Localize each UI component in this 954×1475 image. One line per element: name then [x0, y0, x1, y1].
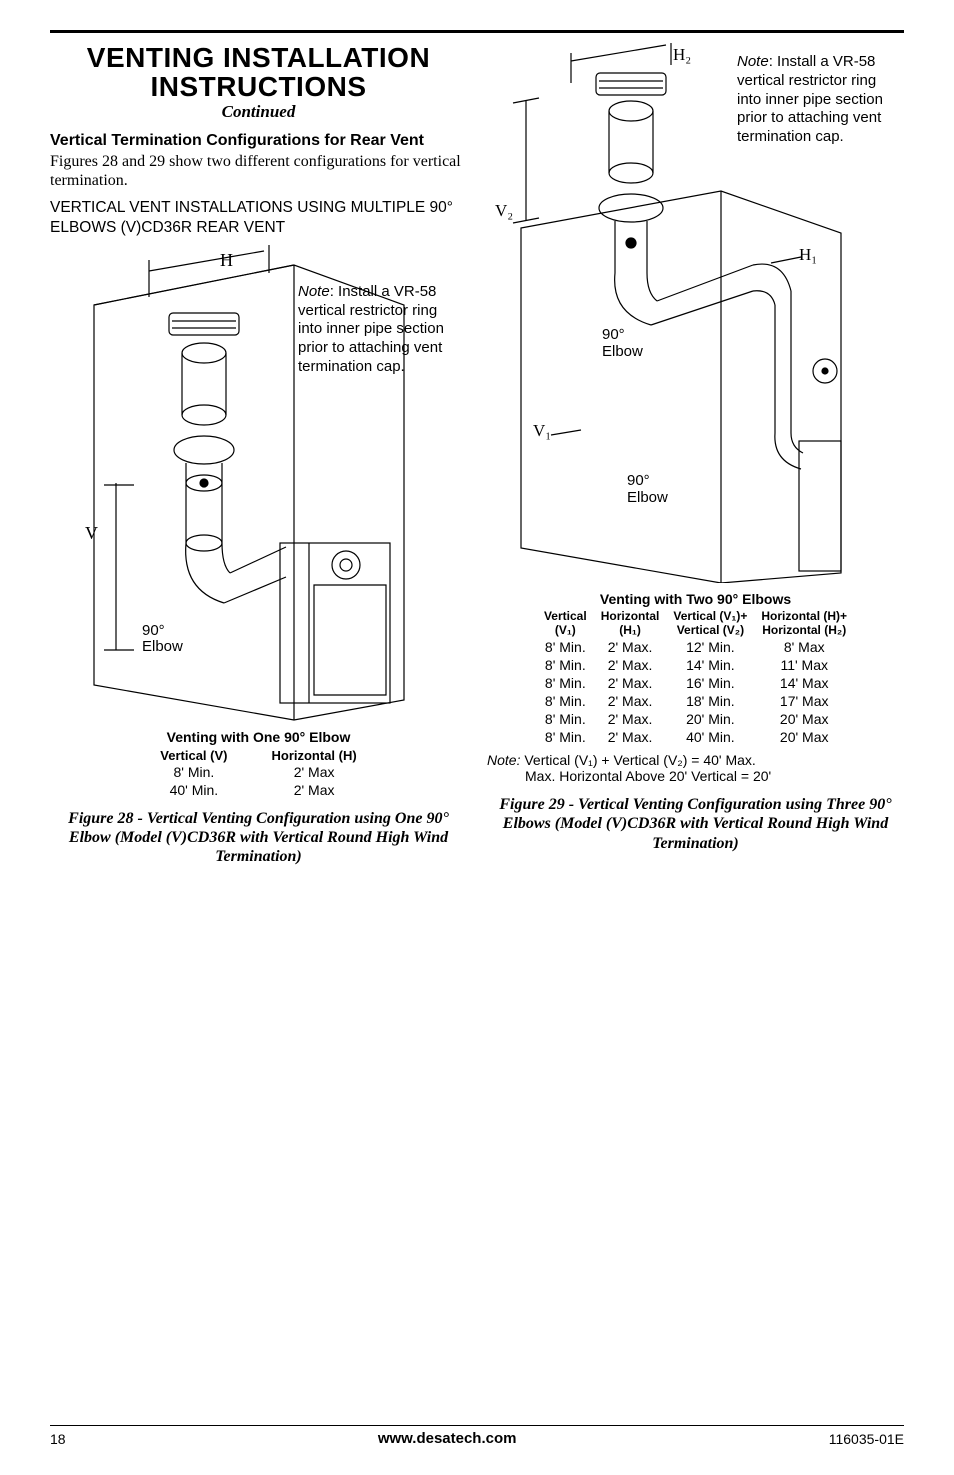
- col1: Vertical(V₁): [537, 610, 594, 638]
- t2-r5-v1: 8' Min.: [537, 728, 594, 746]
- continued-label: Continued: [50, 102, 467, 122]
- page-footer: 18 www.desatech.com 116035-01E: [50, 1425, 904, 1447]
- t1-r1-v: 40' Min.: [138, 781, 249, 799]
- figure-29-caption: Figure 29 - Vertical Venting Configurati…: [487, 795, 904, 853]
- col1b: (V₁): [555, 623, 576, 637]
- t2-r1-ht: 11' Max: [754, 656, 854, 674]
- t2-r2-vt: 16' Min.: [666, 674, 754, 692]
- t2-r2-ht: 14' Max: [754, 674, 854, 692]
- label-V: V: [85, 523, 98, 544]
- t2-r3-v1: 8' Min.: [537, 692, 594, 710]
- t2-r1-v1: 8' Min.: [537, 656, 594, 674]
- config-subhead: Vertical Termination Configurations for …: [50, 132, 467, 150]
- col3a: Vertical (V₁)+: [673, 609, 747, 623]
- label-H: H: [220, 250, 233, 271]
- t2-r5-vt: 40' Min.: [666, 728, 754, 746]
- t1-r0-v: 8' Min.: [138, 763, 249, 781]
- t2-r4-vt: 20' Min.: [666, 710, 754, 728]
- elbow-word: Elbow: [142, 638, 183, 655]
- table-one-elbow: Venting with One 90° Elbow Vertical (V) …: [50, 729, 467, 799]
- footnote-l1: Vertical (V₁) + Vertical (V₂) = 40' Max.: [520, 752, 755, 768]
- t2-r5-h1: 2' Max.: [594, 728, 667, 746]
- label-H1: H₁: [799, 245, 817, 265]
- t1-r0-h: 2' Max: [249, 763, 378, 781]
- col-vertical: Vertical (V): [138, 748, 249, 763]
- elbow-word-bottom: Elbow: [627, 489, 668, 506]
- top-rule: [50, 30, 904, 33]
- col4a: Horizontal (H)+: [761, 609, 847, 623]
- footnote-l2: Max. Horizontal Above 20' Vertical = 20': [487, 768, 771, 785]
- col3b: Vertical (V₂): [677, 623, 744, 637]
- t2-r0-ht: 8' Max: [754, 638, 854, 656]
- t2-r4-v1: 8' Min.: [537, 710, 594, 728]
- label-H2: H₂: [673, 45, 691, 65]
- figure-28: H V 90° Elbow Note: Install a VR-58 vert…: [50, 245, 467, 725]
- table2-caption: Venting with Two 90° Elbows: [487, 591, 904, 607]
- elbow-label-bottom: 90° Elbow: [627, 473, 668, 506]
- figure-28-caption: Figure 28 - Vertical Venting Configurati…: [50, 809, 467, 867]
- col3: Vertical (V₁)+Vertical (V₂): [666, 610, 754, 638]
- caps-paragraph: VERTICAL VENT INSTALLATIONS USING MULTIP…: [50, 198, 467, 237]
- col2a: Horizontal: [601, 609, 660, 623]
- elbow-deg-top: 90°: [602, 326, 625, 343]
- t1-r1-h: 2' Max: [249, 781, 378, 799]
- elbow-word-top: Elbow: [602, 343, 643, 360]
- col4: Horizontal (H)+Horizontal (H₂): [754, 610, 854, 638]
- elbow-label-1: 90° Elbow: [142, 623, 183, 656]
- left-column: VENTING INSTALLATION INSTRUCTIONS Contin…: [50, 43, 467, 866]
- t2-r5-ht: 20' Max: [754, 728, 854, 746]
- col1a: Vertical: [544, 609, 587, 623]
- table2-footnote: Note: Vertical (V₁) + Vertical (V₂) = 40…: [487, 752, 904, 786]
- elbow-deg: 90°: [142, 622, 165, 639]
- page-title: VENTING INSTALLATION INSTRUCTIONS: [50, 43, 467, 102]
- figure-29: H₂ V₂ H₁ V₁ 90° Elbow 90° Elbow Note: In…: [487, 43, 904, 583]
- t2-r0-h1: 2' Max.: [594, 638, 667, 656]
- table1-caption: Venting with One 90° Elbow: [50, 729, 467, 745]
- col2: Horizontal(H₁): [594, 610, 667, 638]
- elbow-label-top: 90° Elbow: [602, 327, 643, 360]
- label-V1: V₁: [533, 421, 551, 441]
- t2-r3-vt: 18' Min.: [666, 692, 754, 710]
- t2-r1-vt: 14' Min.: [666, 656, 754, 674]
- col-horizontal: Horizontal (H): [249, 748, 378, 763]
- t2-r0-v1: 8' Min.: [537, 638, 594, 656]
- col4b: Horizontal (H₂): [762, 623, 846, 637]
- t2-r3-h1: 2' Max.: [594, 692, 667, 710]
- note-left: Note: Install a VR-58 vertical restricto…: [298, 283, 448, 377]
- note-right: Note: Install a VR-58 vertical restricto…: [737, 53, 892, 147]
- doc-number: 116035-01E: [829, 1431, 904, 1447]
- t2-r4-h1: 2' Max.: [594, 710, 667, 728]
- t2-r0-vt: 12' Min.: [666, 638, 754, 656]
- t2-r2-v1: 8' Min.: [537, 674, 594, 692]
- elbow-deg-bottom: 90°: [627, 472, 650, 489]
- t2-r1-h1: 2' Max.: [594, 656, 667, 674]
- right-column: H₂ V₂ H₁ V₁ 90° Elbow 90° Elbow Note: In…: [487, 43, 904, 866]
- page-number: 18: [50, 1431, 66, 1447]
- t2-r4-ht: 20' Max: [754, 710, 854, 728]
- config-body: Figures 28 and 29 show two different con…: [50, 152, 467, 190]
- t2-r2-h1: 2' Max.: [594, 674, 667, 692]
- note-prefix: Note: [298, 283, 330, 300]
- two-column-layout: VENTING INSTALLATION INSTRUCTIONS Contin…: [50, 43, 904, 866]
- col2b: (H₁): [619, 623, 641, 637]
- footer-url: www.desatech.com: [378, 1430, 517, 1447]
- footnote-label: Note:: [487, 752, 520, 768]
- t2-r3-ht: 17' Max: [754, 692, 854, 710]
- label-V2: V₂: [495, 201, 513, 221]
- table-two-elbows: Venting with Two 90° Elbows Vertical(V₁)…: [487, 591, 904, 746]
- note-prefix-r: Note: [737, 53, 769, 70]
